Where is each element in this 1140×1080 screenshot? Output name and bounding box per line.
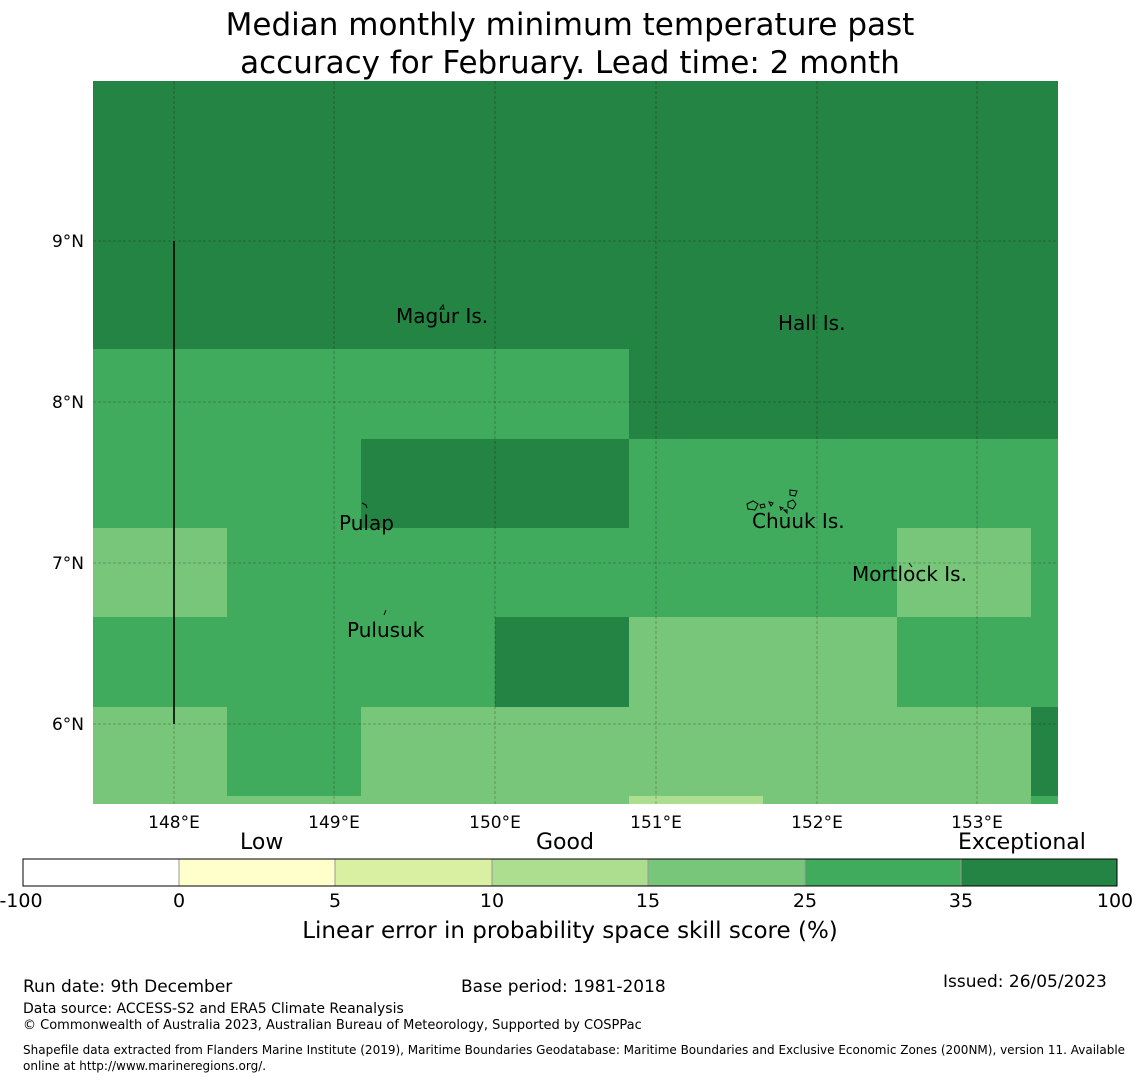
cell: [361, 439, 629, 528]
data-source: Data source: ACCESS-S2 and ERA5 Climate …: [23, 1001, 404, 1017]
cell: [495, 617, 629, 707]
cell: [227, 707, 361, 796]
lon-tick-label: 151°E: [630, 813, 682, 833]
category-good: Good: [536, 830, 594, 855]
cell: [93, 528, 227, 617]
cell: [897, 617, 1058, 707]
cell: [629, 617, 897, 707]
cell: [1031, 528, 1058, 617]
colorbar-tick: 0: [172, 890, 186, 912]
copyright: © Commonwealth of Australia 2023, Austra…: [23, 1018, 642, 1033]
cell: [1031, 707, 1058, 796]
place-label-pulap: Pulap: [339, 511, 394, 535]
lon-tick-label: 149°E: [308, 813, 360, 833]
lat-tick-label: 8°N: [52, 393, 84, 413]
cell: [93, 439, 361, 528]
issued-date: Issued: 26/05/2023: [943, 972, 1107, 992]
cell: [629, 439, 1058, 528]
lat-tick-label: 7°N: [52, 554, 84, 574]
cell: [227, 796, 361, 804]
cell: [93, 707, 227, 804]
place-label-mortlock: Mortlock Is.: [852, 562, 967, 586]
colorbar-segment: [804, 858, 962, 887]
colorbar-segment: [22, 858, 180, 887]
base-period: Base period: 1981-2018: [461, 977, 666, 997]
shapefile-credit: Shapefile data extracted from Flanders M…: [23, 1043, 1126, 1073]
place-label-magur: Magur Is.: [396, 304, 488, 328]
magur-island: [439, 303, 445, 310]
category-low: Low: [240, 830, 284, 855]
map-title: Median monthly minimum temperature past …: [0, 6, 1140, 82]
lon-tick-label: 150°E: [469, 813, 521, 833]
colorbar-tick: 15: [635, 890, 661, 912]
colorbar-segment: [491, 858, 649, 887]
cell: [897, 528, 1031, 617]
cell: [93, 617, 495, 707]
colorbar-frame: [22, 858, 1118, 887]
cell: [1031, 796, 1058, 804]
lat-tick-label: 6°N: [52, 715, 84, 735]
cell: [227, 528, 897, 617]
colorbar-label: Linear error in probability space skill …: [302, 918, 838, 944]
colorbar-tick: 5: [328, 890, 342, 912]
chuuk-lagoon: [746, 489, 798, 515]
mortlock-island: [908, 562, 913, 568]
map-title-line2: accuracy for February. Lead time: 2 mont…: [240, 45, 900, 81]
colorbar-tick: 10: [479, 890, 505, 912]
colorbar-tick: 100: [1096, 890, 1134, 912]
pulap-island: [361, 502, 368, 509]
place-label-chuuk: Chuuk Is.: [752, 509, 845, 533]
lon-tick-label: 153°E: [951, 813, 1003, 833]
colorbar-segment: [647, 858, 806, 887]
colorbar-segment: [960, 858, 1118, 887]
run-date: Run date: 9th December: [23, 977, 233, 997]
pulusuk-island: [383, 609, 387, 616]
colorbar-tick: 35: [948, 890, 974, 912]
category-exceptional: Exceptional: [958, 830, 1086, 855]
lat-tick-label: 9°N: [52, 232, 84, 252]
graticule: [93, 81, 1058, 804]
colorbar-segment: [178, 858, 336, 887]
map-title-line1: Median monthly minimum temperature past: [225, 7, 915, 43]
colorbar-tick: -100: [0, 890, 43, 912]
colorbar-tick: 25: [792, 890, 818, 912]
cell: [629, 796, 763, 804]
colorbar-segment: [334, 858, 493, 887]
lon-tick-label: 148°E: [148, 813, 200, 833]
colorbar: [22, 858, 1118, 887]
cell: [93, 349, 629, 439]
cell: [361, 707, 1031, 804]
score-cells: [93, 349, 1058, 804]
lon-tick-label: 152°E: [791, 813, 843, 833]
place-label-pulusuk: Pulusuk: [347, 618, 425, 642]
place-label-hall: Hall Is.: [778, 311, 845, 335]
island-outlines: [361, 303, 913, 616]
